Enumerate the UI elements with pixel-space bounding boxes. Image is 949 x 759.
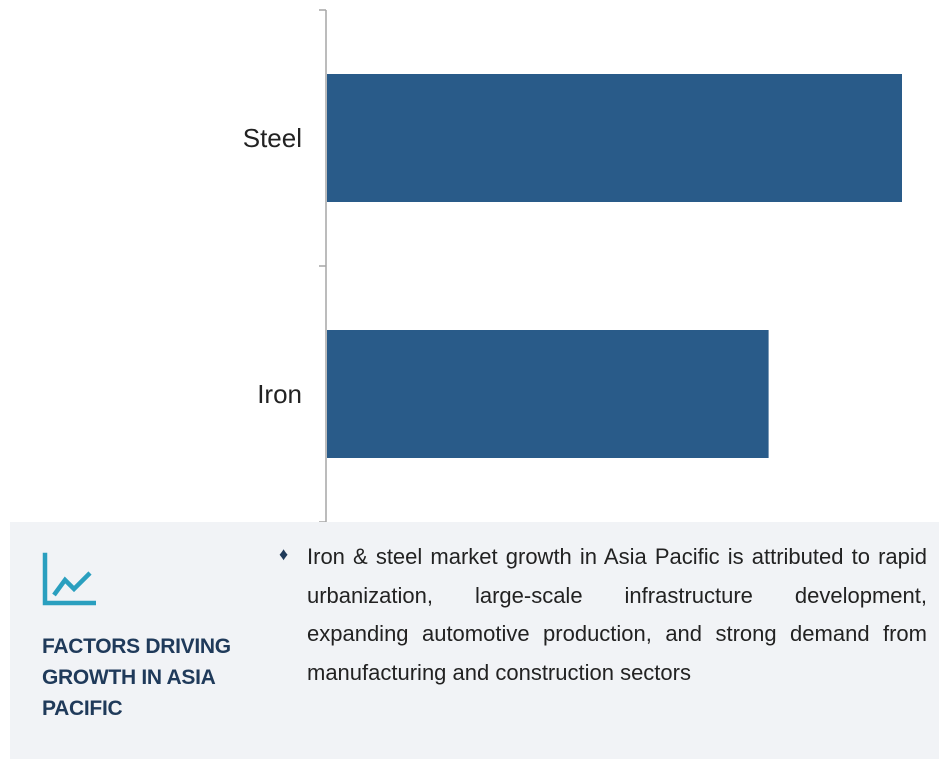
bullet-diamond: ♦	[279, 544, 289, 564]
bar-chart: Steel Iron	[243, 9, 902, 522]
factors-text: Iron & steel market growth in Asia Pacif…	[307, 544, 927, 685]
category-label-steel: Steel	[243, 123, 302, 153]
factors-panel: FACTORS DRIVING GROWTH IN ASIA PACIFIC ♦…	[10, 522, 939, 759]
growth-chart-icon	[40, 552, 97, 608]
factors-title: FACTORS DRIVING GROWTH IN ASIA PACIFIC	[42, 635, 231, 720]
category-label-iron: Iron	[257, 379, 302, 409]
bar-steel	[327, 74, 902, 202]
bar-iron	[327, 330, 769, 458]
